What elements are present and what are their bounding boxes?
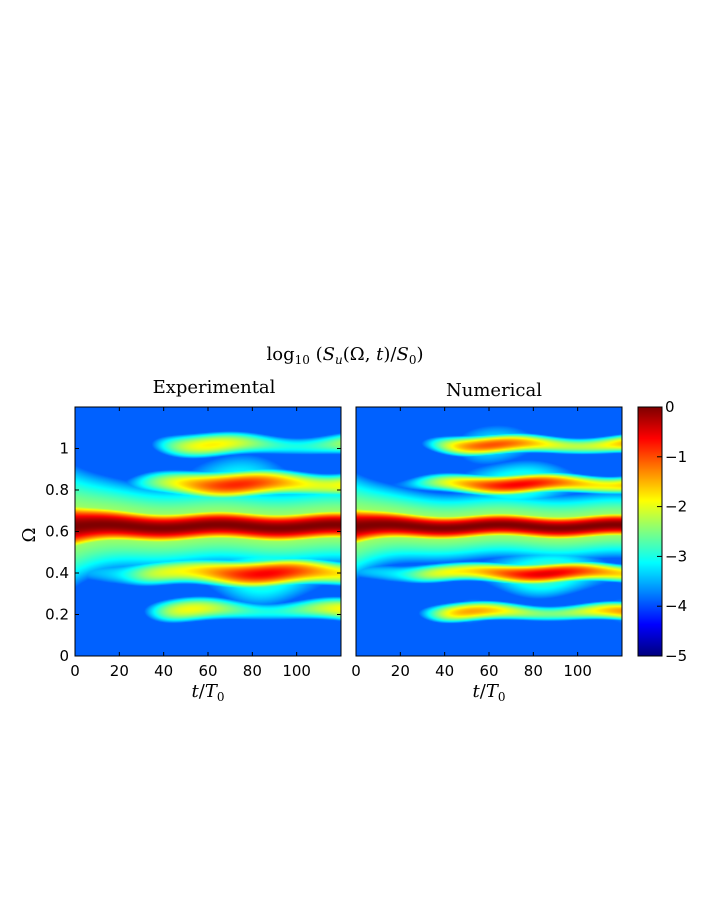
y-tick-label: 0.6 xyxy=(45,523,69,541)
x-tick-label: 0 xyxy=(351,662,361,680)
colorbar-tick-label: −4 xyxy=(665,597,687,615)
colorbar-gradient xyxy=(638,407,662,656)
x-tick-label: 100 xyxy=(563,662,592,680)
colorbar-tick-label: −5 xyxy=(665,647,687,665)
x-tick-label: 60 xyxy=(198,662,217,680)
x-ticks-numerical: 0 20 40 60 80 100 xyxy=(351,407,592,680)
heatmap-panel-numerical: 0 20 40 60 80 100 xyxy=(351,406,623,680)
x-tick-label: 100 xyxy=(282,662,311,680)
y-tick-label: 0.4 xyxy=(45,564,69,582)
colorbar-tick-label: −2 xyxy=(665,498,687,516)
colorbar-frame xyxy=(637,406,663,657)
x-tick-label: 0 xyxy=(70,662,80,680)
x-axis-label-experimental: t/T0 xyxy=(192,681,225,704)
x-tick-label: 60 xyxy=(479,662,498,680)
title-log-base: 10 xyxy=(295,353,310,367)
x-tick-label: 80 xyxy=(524,662,543,680)
y-tick-label: 0.2 xyxy=(45,606,69,624)
y-axis-label: Ω xyxy=(19,528,40,543)
y-tick-label: 0.8 xyxy=(45,481,69,499)
panel-title-experimental: Experimental xyxy=(153,377,276,398)
heatmap-panel-experimental: 0 20 40 60 80 100 0 0.2 0.4 0.6 0.8 1 xyxy=(45,406,342,680)
panel-title-numerical: Numerical xyxy=(446,380,542,401)
figure-title: log10 (Su(Ω, t)/S0) xyxy=(267,344,424,367)
colorbar-ticks: 0 −1 −2 −3 −4 −5 xyxy=(657,398,687,665)
x-axis-label-numerical: t/T0 xyxy=(473,681,506,704)
colorbar-tick-label: 0 xyxy=(665,398,675,416)
colorbar-tick-label: −3 xyxy=(665,547,687,565)
heatmap-image-numerical xyxy=(356,407,622,656)
heatmap-image-experimental xyxy=(75,407,341,656)
x-tick-label: 40 xyxy=(154,662,173,680)
x-tick-label: 20 xyxy=(110,662,129,680)
title-log: log xyxy=(267,344,295,365)
x-ticks-experimental: 0 20 40 60 80 100 xyxy=(70,407,311,680)
y-tick-label: 0 xyxy=(59,647,69,665)
x-tick-label: 80 xyxy=(243,662,262,680)
y-tick-label: 1 xyxy=(59,440,69,458)
colorbar: 0 −1 −2 −3 −4 −5 xyxy=(637,398,687,665)
y-ticks-experimental: 0 0.2 0.4 0.6 0.8 1 xyxy=(45,440,341,665)
x-tick-label: 40 xyxy=(435,662,454,680)
x-tick-label: 20 xyxy=(391,662,410,680)
colorbar-tick-label: −1 xyxy=(665,448,687,466)
